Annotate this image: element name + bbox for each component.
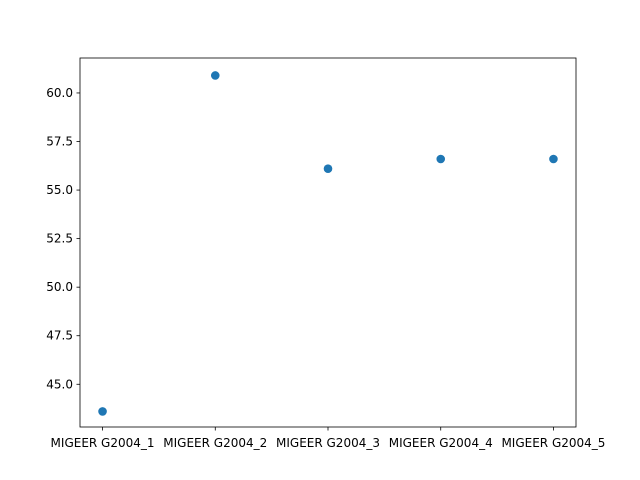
y-tick-label: 57.5 [46,135,73,149]
data-point [436,154,446,164]
y-tick-label: 60.0 [46,86,73,100]
x-axis: MIGEER G2004_1 MIGEER G2004_2 MIGEER G2004… [51,427,605,450]
x-tick-label: MIGEER G2004_3 [276,436,380,450]
plot-frame [79,57,577,428]
data-point [98,407,107,416]
x-tick-label: MIGEER G2004_2 [163,436,267,450]
y-tick-label: 47.5 [46,329,73,343]
data-points [98,71,558,416]
y-tick-label: 52.5 [46,232,73,246]
y-tick-label: 45.0 [46,377,73,391]
x-tick-label: MIGEER G2004_4 [389,436,493,450]
plot-area [80,58,576,427]
y-tick-label: 50.0 [46,280,73,294]
data-point [210,71,220,80]
y-axis: 45.0 47.5 50.0 52.5 55.0 57.5 60.0 [46,86,80,391]
data-point [323,164,333,173]
y-tick-label: 55.0 [46,183,73,197]
data-point [549,154,558,164]
x-tick-label: MIGEER G2004_5 [501,436,605,450]
x-tick-label: MIGEER G2004_1 [51,436,155,450]
